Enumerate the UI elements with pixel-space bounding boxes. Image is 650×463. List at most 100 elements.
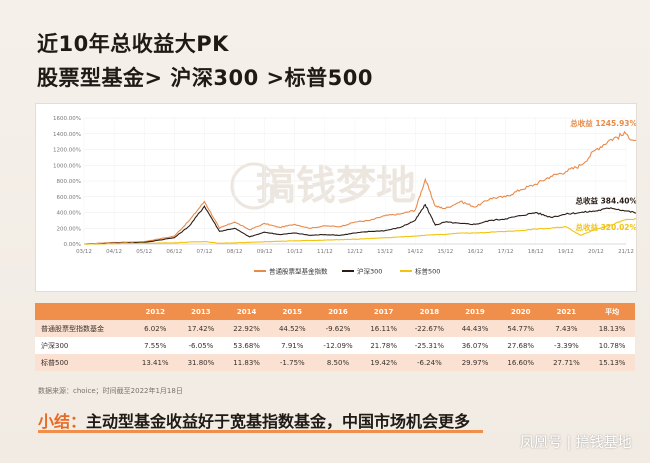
- x-tick-label: 13/12: [377, 249, 393, 255]
- table-cell: 8.50%: [326, 358, 350, 367]
- series-end-label: 总收益 384.40%: [575, 196, 636, 206]
- watermark-logo-icon: [230, 162, 278, 210]
- x-tick-label: 21/12: [618, 249, 634, 255]
- table-cell: -25.31%: [414, 341, 444, 350]
- y-tick-label: 400.00%: [57, 211, 81, 217]
- series-line-2: [84, 217, 636, 245]
- table-cell: 27.68%: [507, 341, 535, 350]
- table-row: 沪深300 7.55% -6.05% 53.68% 7.91% -12.09% 21.78%…: [35, 337, 635, 354]
- y-tick-label: 200.00%: [57, 226, 81, 232]
- table-cell: 7.55%: [144, 341, 167, 350]
- table-cell: 2013: [191, 307, 211, 316]
- table-cell: 31.80%: [187, 358, 215, 367]
- table-cell: 10.78%: [598, 341, 626, 350]
- y-tick-label: 800.00%: [57, 179, 81, 185]
- table-cell: -3.39%: [554, 341, 579, 350]
- table-cell: 平均: [605, 307, 620, 316]
- table-cell: 16.60%: [507, 358, 535, 367]
- table-row: 普通股票型指数基金 6.02% 17.42% 22.92% 44.52% -9.62% 16…: [35, 320, 635, 337]
- x-tick-label: 04/12: [106, 249, 122, 255]
- series-end-label: 总收益 1245.93%: [570, 118, 636, 128]
- summary-underline: [38, 430, 483, 433]
- table-cell: 21.78%: [370, 341, 398, 350]
- x-tick-label: 08/12: [227, 249, 243, 255]
- table-cell: 13.41%: [141, 358, 169, 367]
- x-tick-label: 18/12: [528, 249, 544, 255]
- summary-text: 主动型基金收益好于宽基指数基金，中国市场机会更多: [86, 412, 471, 431]
- series-end-label: 总收益 320.02%: [575, 222, 636, 232]
- table-cell: -1.75%: [279, 358, 305, 367]
- table-cell: 6.02%: [144, 324, 167, 333]
- x-tick-label: 06/12: [166, 249, 182, 255]
- table-cell: 11.83%: [233, 358, 260, 367]
- table-cell: 44.52%: [278, 324, 306, 333]
- summary-prefix: 小结：: [38, 412, 87, 431]
- y-tick-label: 1200.00%: [53, 148, 81, 154]
- legend-label: 标普500: [415, 267, 440, 276]
- table-row: 标普500 13.41% 31.80% 11.83% -1.75% 8.50% 19.42%…: [35, 354, 635, 371]
- x-tick-label: 16/12: [468, 249, 484, 255]
- table-cell: 16.11%: [370, 324, 398, 333]
- legend-label: 沪深300: [357, 267, 382, 276]
- row-label: 沪深300: [41, 341, 69, 350]
- table-cell: 36.07%: [461, 341, 489, 350]
- legend-label: 普通股票型基金指数: [269, 267, 328, 276]
- x-tick-label: 07/12: [197, 249, 213, 255]
- table-cell: 2016: [328, 307, 348, 316]
- series-line-0: [83, 130, 636, 245]
- returns-table: 2012 2013 2014 2015 2016 2017 2018 2019 2020 2021…: [35, 303, 635, 371]
- table-cell: -6.24%: [416, 358, 442, 367]
- y-tick-label: 1000.00%: [53, 163, 81, 169]
- table-header: 2012 2013 2014 2015 2016 2017 2018 2019 2020 2021…: [35, 303, 635, 320]
- title-line-1: 近10年总收益大PK: [37, 32, 229, 56]
- x-tick-label: 03/12: [76, 249, 92, 255]
- row-label: 普通股票型指数基金: [41, 324, 104, 333]
- table-cell: 7.43%: [555, 324, 578, 333]
- table-cell: 2019: [465, 307, 485, 316]
- table-cell: 18.13%: [598, 324, 626, 333]
- table-cell: -22.67%: [414, 324, 444, 333]
- table-cell: 2014: [236, 307, 257, 316]
- x-tick-label: 05/12: [136, 249, 152, 255]
- table-cell: 53.68%: [233, 341, 260, 350]
- table-cell: -9.62%: [325, 324, 351, 333]
- x-tick-label: 09/12: [257, 249, 273, 255]
- table-cell: 2021: [556, 307, 577, 316]
- table-cell: 29.97%: [461, 358, 489, 367]
- x-tick-label: 19/12: [558, 249, 574, 255]
- y-tick-label: 1400.00%: [53, 132, 81, 138]
- y-tick-label: 0.00%: [64, 242, 81, 248]
- table-cell: -6.05%: [188, 341, 214, 350]
- summary: 小结：主动型基金收益好于宽基指数基金，中国市场机会更多: [38, 408, 470, 432]
- source-note: 数据来源：choice；时间截至2022年1月18日: [38, 387, 183, 395]
- line-chart: 搞钱梦地 0.00% 200.00% 400.00% 600.00% 800.00% 100…: [53, 116, 636, 276]
- table-cell: 22.92%: [233, 324, 260, 333]
- table-cell: 44.43%: [461, 324, 489, 333]
- x-tick-label: 11/12: [317, 249, 333, 255]
- chart-watermark: 搞钱梦地: [256, 163, 416, 209]
- table-cell: -12.09%: [323, 341, 353, 350]
- x-tick-label: 20/12: [588, 249, 604, 255]
- x-tick-label: 14/12: [407, 249, 423, 255]
- table-cell: 2015: [282, 307, 303, 316]
- table-cell: 2012: [145, 307, 165, 316]
- table-cell: 2020: [510, 307, 531, 316]
- title-line-2: 股票型基金> 沪深300 >标普500: [37, 66, 373, 90]
- table-cell: 2018: [419, 307, 440, 316]
- table-cell: 19.42%: [370, 358, 398, 367]
- x-tick-label: 12/12: [347, 249, 363, 255]
- chart-card: 搞钱梦地 0.00% 200.00% 400.00% 600.00% 800.00% 100…: [35, 103, 637, 292]
- table-cell: 17.42%: [187, 324, 215, 333]
- series-line-1: [83, 203, 636, 245]
- table-cell: 2017: [373, 307, 394, 316]
- table-cell: 54.77%: [507, 324, 535, 333]
- row-label: 标普500: [41, 358, 69, 367]
- brand-watermark: 凤凰号 | 搞钱基地: [520, 435, 632, 451]
- x-tick-label: 10/12: [287, 249, 303, 255]
- table-cell: 7.91%: [281, 341, 304, 350]
- x-tick-label: 17/12: [498, 249, 514, 255]
- y-tick-label: 1600.00%: [53, 116, 81, 122]
- table-cell: 15.13%: [598, 358, 626, 367]
- table-cell: 27.71%: [553, 358, 580, 367]
